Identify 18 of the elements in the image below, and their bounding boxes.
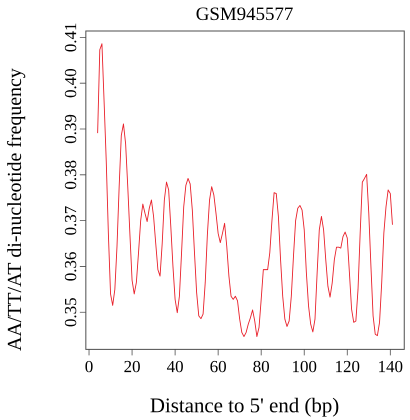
x-tick-label: 20: [124, 360, 140, 372]
x-tick-label: 40: [166, 360, 183, 372]
y-tick-label: 0.36: [64, 252, 76, 281]
x-tick-label: 80: [253, 360, 269, 372]
x-axis-title: Distance to 5' end (bp): [150, 398, 338, 417]
y-tick-label: 0.40: [64, 69, 76, 98]
y-tick-label: 0.41: [64, 24, 76, 52]
y-axis-title: AA/TT/AT di-nucleotide frequency: [6, 68, 26, 351]
x-tick-label: 120: [336, 360, 360, 372]
chart-title: GSM945577: [196, 7, 293, 20]
y-tick-label: 0.35: [64, 298, 76, 326]
y-tick-label: 0.39: [64, 114, 76, 144]
x-tick-label: 0: [85, 360, 93, 372]
x-tick-label: 100: [292, 360, 316, 372]
x-tick-label: 60: [210, 360, 226, 372]
y-tick-label: 0.37: [64, 206, 76, 235]
y-tick-label: 0.38: [64, 160, 76, 189]
x-tick-label: 140: [378, 360, 402, 372]
